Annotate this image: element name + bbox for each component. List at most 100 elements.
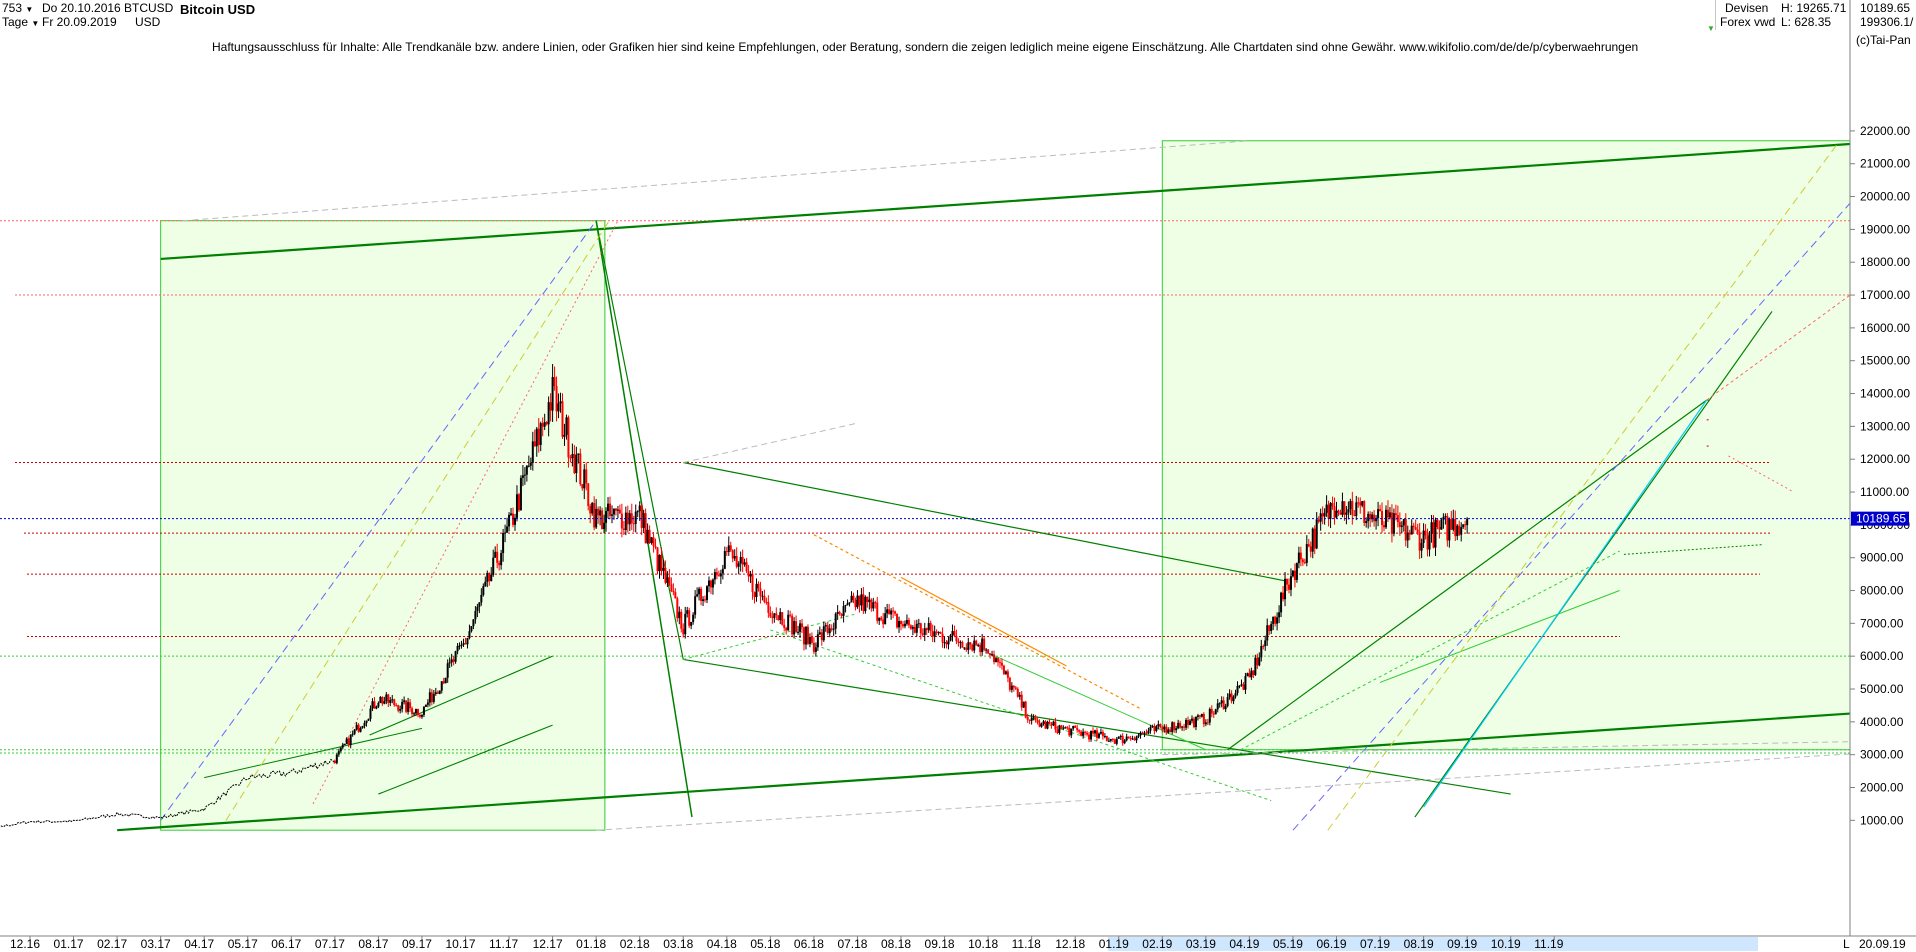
candle-body bbox=[1145, 732, 1148, 734]
candle-body bbox=[1390, 512, 1393, 534]
candle-body bbox=[996, 658, 999, 663]
candle-body bbox=[409, 702, 412, 709]
candle-body bbox=[915, 624, 918, 633]
candle-body bbox=[638, 505, 641, 512]
unit-selector[interactable]: Tage ▼ bbox=[2, 15, 39, 29]
candle-body bbox=[510, 513, 513, 515]
x-tick-label: 02.19 bbox=[1142, 937, 1172, 951]
candle-body bbox=[816, 634, 819, 648]
candle-body bbox=[1410, 525, 1413, 535]
candle-body bbox=[1060, 725, 1063, 729]
candle-body bbox=[1024, 701, 1027, 718]
candle-body bbox=[898, 621, 901, 628]
candle-body bbox=[1084, 731, 1087, 733]
candle-body bbox=[1264, 640, 1267, 647]
candle-body bbox=[361, 725, 364, 728]
trend-line bbox=[683, 613, 858, 660]
candle-body bbox=[698, 588, 701, 595]
candle-body bbox=[903, 623, 906, 627]
candle-body bbox=[337, 751, 340, 755]
candle-body bbox=[729, 545, 732, 551]
candle-body bbox=[1398, 522, 1401, 528]
x-tick-label: 04.17 bbox=[184, 937, 214, 951]
candle-body bbox=[460, 644, 463, 646]
candle-body bbox=[832, 628, 835, 630]
candle-body bbox=[432, 693, 435, 702]
candle-body bbox=[664, 567, 667, 583]
candle-body bbox=[1386, 509, 1389, 518]
candle-body bbox=[1327, 504, 1330, 519]
period-selector[interactable]: 753 ▼ bbox=[2, 1, 33, 15]
candle-body bbox=[1088, 734, 1091, 740]
x-tick-label: 06.17 bbox=[271, 937, 301, 951]
candle-body bbox=[733, 556, 736, 559]
candle-body bbox=[1050, 723, 1053, 726]
candle-body bbox=[1307, 544, 1310, 547]
trend-boxes bbox=[160, 140, 1850, 831]
candle-body bbox=[393, 699, 396, 706]
candle-body bbox=[535, 428, 538, 447]
candle-body bbox=[1163, 726, 1166, 730]
candle-body bbox=[1202, 713, 1205, 725]
candle-body bbox=[793, 621, 796, 635]
candle-body bbox=[844, 605, 847, 607]
candle-body bbox=[1113, 739, 1116, 744]
x-tick-label: 03.18 bbox=[663, 937, 693, 951]
candle-body bbox=[925, 628, 928, 631]
date-from: Do 20.10.2016 bbox=[42, 1, 121, 15]
candle-body bbox=[537, 428, 540, 445]
candle-body bbox=[965, 647, 968, 650]
candle-body bbox=[1272, 616, 1275, 624]
chevron-down-icon: ▼ bbox=[31, 19, 40, 28]
candle-body bbox=[995, 658, 998, 662]
candle-body bbox=[1349, 501, 1352, 510]
candle-body bbox=[616, 509, 619, 511]
candle-body bbox=[547, 402, 550, 425]
candle-body bbox=[563, 434, 566, 437]
candle-body bbox=[1434, 519, 1437, 548]
candle-body bbox=[1042, 721, 1045, 724]
candle-body bbox=[751, 574, 754, 593]
candle-body bbox=[531, 441, 534, 463]
candle-body bbox=[880, 617, 883, 620]
candle-body bbox=[1363, 501, 1366, 524]
candles bbox=[0, 364, 1469, 828]
candle-body bbox=[731, 550, 734, 559]
candle-body bbox=[838, 611, 841, 615]
candle-body bbox=[779, 612, 782, 620]
candle-body bbox=[773, 613, 776, 618]
candle-body bbox=[1345, 512, 1348, 515]
candle-body bbox=[993, 654, 996, 662]
x-tick-label: 06.18 bbox=[794, 937, 824, 951]
candle-body bbox=[945, 642, 948, 645]
y-tick-label: 2000.00 bbox=[1860, 781, 1904, 795]
candle-body bbox=[551, 377, 554, 411]
candle-body bbox=[642, 513, 645, 528]
chevron-down-icon: ▼ bbox=[25, 5, 34, 14]
candle-body bbox=[1404, 519, 1407, 541]
candle-body bbox=[971, 644, 974, 651]
candle-body bbox=[565, 417, 568, 435]
candle-body bbox=[610, 514, 613, 516]
candle-body bbox=[1086, 732, 1089, 735]
candle-body bbox=[1274, 616, 1277, 624]
candle-body bbox=[820, 632, 823, 641]
trend-line bbox=[1240, 550, 1620, 751]
candle-body bbox=[896, 613, 899, 628]
y-tick-label: 17000.00 bbox=[1860, 288, 1910, 302]
candle-body bbox=[587, 483, 590, 507]
candle-body bbox=[367, 718, 370, 721]
candle-body bbox=[454, 651, 457, 662]
candle-body bbox=[634, 511, 637, 524]
y-tick-label: 9000.00 bbox=[1860, 551, 1904, 565]
candle-body bbox=[341, 744, 344, 748]
candle-body bbox=[878, 617, 881, 621]
candle-body bbox=[577, 453, 580, 455]
candle-body bbox=[1329, 502, 1332, 519]
candle-body bbox=[704, 599, 707, 601]
candle-body bbox=[1224, 705, 1227, 710]
candle-body bbox=[941, 633, 944, 643]
trend-line bbox=[900, 576, 1067, 667]
candle-body bbox=[1464, 524, 1467, 526]
candle-body bbox=[335, 754, 338, 764]
